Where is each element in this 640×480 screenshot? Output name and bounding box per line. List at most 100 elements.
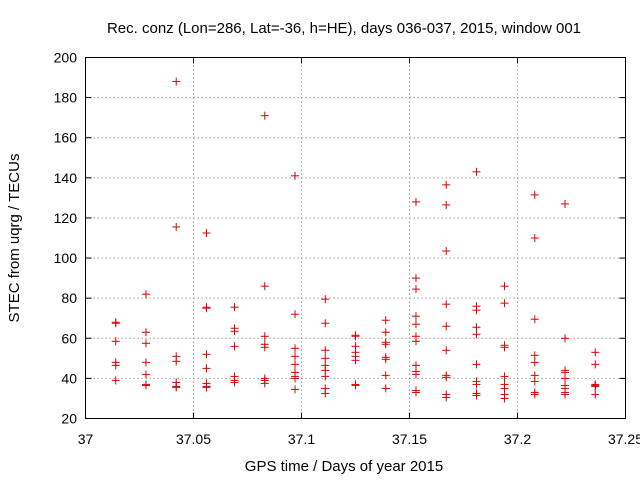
- data-point-marker: [411, 370, 420, 379]
- data-point-marker: [411, 197, 420, 206]
- data-points: [111, 77, 600, 403]
- data-point-marker: [472, 167, 481, 176]
- data-point-marker: [260, 332, 269, 341]
- data-point-marker: [411, 312, 420, 321]
- data-point-marker: [500, 282, 509, 291]
- data-point-marker: [351, 381, 360, 390]
- data-point-marker: [172, 222, 181, 231]
- data-point-marker: [472, 380, 481, 389]
- data-point-marker: [141, 290, 150, 299]
- data-point-marker: [230, 327, 239, 336]
- data-point-marker: [321, 319, 330, 328]
- data-point-marker: [500, 299, 509, 308]
- data-point-marker: [141, 328, 150, 337]
- data-point-marker: [411, 388, 420, 397]
- data-point-marker: [111, 376, 120, 385]
- data-point-marker: [351, 356, 360, 365]
- y-tick-label: 40: [61, 370, 77, 386]
- grid-lines: [85, 57, 626, 419]
- data-point-marker: [530, 234, 539, 242]
- data-point-marker: [530, 190, 539, 199]
- data-point-marker: [291, 352, 300, 361]
- y-tick-label: 120: [54, 210, 78, 226]
- data-point-marker: [141, 381, 150, 390]
- data-point-marker: [111, 361, 120, 370]
- x-tick-label: 37: [78, 431, 94, 447]
- data-point-marker: [472, 323, 481, 332]
- data-point-marker: [291, 374, 300, 383]
- chart-title: Rec. conz (Lon=286, Lat=-36, h=HE), days…: [107, 20, 581, 37]
- data-point-marker: [530, 377, 539, 386]
- y-tick-label: 200: [54, 50, 78, 66]
- data-point-marker: [321, 354, 330, 363]
- data-point-marker: [442, 247, 451, 256]
- data-point-marker: [321, 389, 330, 398]
- data-point-marker: [291, 344, 300, 353]
- data-point-marker: [381, 371, 390, 380]
- data-point-marker: [381, 316, 390, 325]
- data-point-marker: [381, 328, 390, 337]
- data-point-marker: [230, 342, 239, 351]
- y-tick-label: 180: [54, 90, 78, 106]
- data-point-marker: [291, 360, 300, 369]
- data-point-marker: [561, 199, 570, 208]
- y-tick-label: 20: [61, 411, 77, 427]
- data-point-marker: [381, 340, 390, 349]
- plot-area-frame: [85, 57, 626, 419]
- data-point-marker: [472, 391, 481, 400]
- data-point-marker: [411, 337, 420, 346]
- data-point-marker: [442, 180, 451, 189]
- x-tick-label: 37.1: [288, 431, 315, 447]
- data-point-marker: [260, 343, 269, 352]
- data-point-marker: [442, 300, 451, 309]
- data-point-marker: [591, 348, 600, 357]
- data-point-marker: [291, 310, 300, 319]
- y-tick-label: 80: [61, 290, 77, 306]
- data-point-marker: [230, 303, 239, 312]
- data-point-marker: [591, 360, 600, 369]
- data-point-marker: [202, 364, 211, 373]
- data-point-marker: [472, 306, 481, 315]
- data-point-marker: [500, 394, 509, 403]
- y-axis-title: STEC from uqrg / TECUs: [6, 154, 23, 323]
- x-axis-title: GPS time / Days of year 2015: [245, 458, 443, 475]
- y-tick-label: 60: [61, 330, 77, 346]
- data-point-marker: [291, 171, 300, 180]
- data-point-marker: [321, 372, 330, 381]
- x-tick-label: 37.05: [176, 431, 211, 447]
- data-point-marker: [351, 332, 360, 341]
- data-point-marker: [442, 393, 451, 402]
- data-point-marker: [230, 378, 239, 387]
- x-axis-tick-labels: 37 37.05 37.1 37.15 37.2 37.25: [78, 431, 640, 447]
- data-point-marker: [202, 383, 211, 392]
- x-tick-label: 37.15: [392, 431, 427, 447]
- data-point-marker: [561, 390, 570, 399]
- data-point-marker: [141, 339, 150, 348]
- data-point-marker: [141, 370, 150, 379]
- y-axis-tick-labels: 20 40 60 80 100 120 140 160 180 200: [54, 50, 78, 427]
- data-point-marker: [530, 358, 539, 367]
- data-point-marker: [561, 374, 570, 383]
- data-point-marker: [381, 384, 390, 393]
- data-point-marker: [202, 350, 211, 359]
- data-point-marker: [411, 285, 420, 294]
- data-point-marker: [172, 383, 181, 392]
- data-point-marker: [442, 200, 451, 209]
- data-point-marker: [442, 373, 451, 382]
- axis-ticks: [85, 57, 626, 419]
- x-tick-label: 37.25: [608, 431, 640, 447]
- data-point-marker: [202, 304, 211, 313]
- data-point-marker: [500, 372, 509, 381]
- data-point-marker: [500, 343, 509, 352]
- x-tick-label: 37.2: [504, 431, 531, 447]
- data-point-marker: [111, 337, 120, 346]
- data-point-marker: [411, 320, 420, 329]
- data-point-marker: [530, 351, 539, 360]
- data-point-marker: [291, 385, 300, 394]
- data-point-marker: [202, 228, 211, 237]
- data-point-marker: [260, 379, 269, 388]
- data-point-marker: [141, 358, 150, 367]
- y-tick-label: 160: [54, 130, 78, 146]
- data-point-marker: [381, 355, 390, 364]
- data-point-marker: [260, 111, 269, 120]
